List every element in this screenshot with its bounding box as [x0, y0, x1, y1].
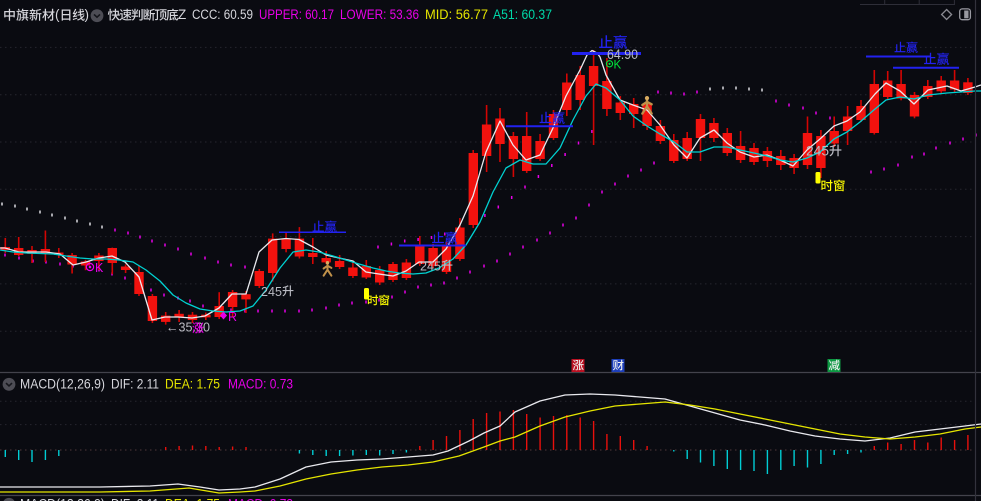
svg-text:DEA: 1.75: DEA: 1.75 [165, 377, 220, 392]
svg-text:64.90: 64.90 [607, 47, 638, 62]
svg-text:K: K [614, 60, 622, 72]
svg-text:): ) [85, 7, 90, 22]
svg-text:R: R [228, 310, 237, 324]
svg-text:MACD: 0.73: MACD: 0.73 [228, 377, 293, 392]
svg-text:K: K [95, 261, 104, 275]
svg-text:LOWER: 53.36: LOWER: 53.36 [340, 7, 419, 22]
svg-text:MACD(12,26,9): MACD(12,26,9) [20, 377, 105, 392]
svg-text:UPPER: 60.17: UPPER: 60.17 [259, 7, 334, 22]
svg-text:DEA: 1.75: DEA: 1.75 [165, 497, 220, 501]
svg-text:DIF: 2.11: DIF: 2.11 [111, 497, 159, 501]
svg-text:245: 245 [806, 144, 829, 159]
svg-text:(: ( [55, 7, 60, 22]
svg-text:MACD: 0.73: MACD: 0.73 [228, 497, 293, 501]
svg-text:A51: 60.37: A51: 60.37 [493, 7, 552, 22]
svg-text:CCC: 60.59: CCC: 60.59 [192, 7, 253, 22]
svg-text:MACD(12,26,9): MACD(12,26,9) [20, 497, 105, 501]
svg-text:Z: Z [178, 7, 186, 22]
svg-text:245: 245 [261, 284, 282, 299]
svg-text:DIF: 2.11: DIF: 2.11 [111, 377, 159, 392]
svg-text:MID: 56.77: MID: 56.77 [425, 7, 488, 22]
svg-text:245: 245 [420, 259, 441, 274]
